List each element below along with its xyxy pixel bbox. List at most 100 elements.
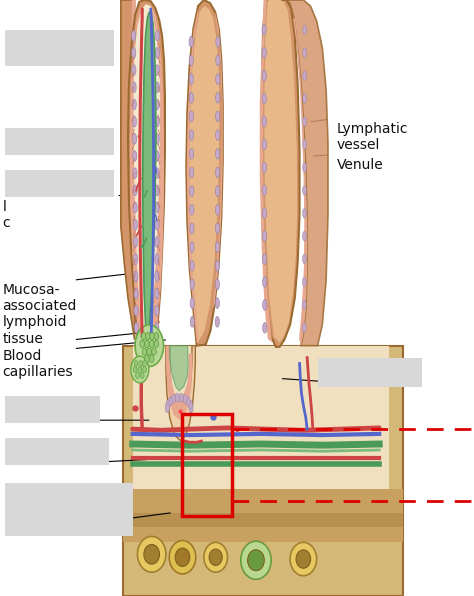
Ellipse shape [190,167,194,178]
Ellipse shape [133,367,137,372]
Ellipse shape [155,168,159,179]
Circle shape [247,550,264,571]
Ellipse shape [142,348,147,355]
Ellipse shape [215,242,219,253]
Ellipse shape [155,185,159,195]
Ellipse shape [134,322,138,333]
Ellipse shape [303,139,307,149]
Ellipse shape [189,404,193,413]
Ellipse shape [189,92,193,103]
Text: Venule: Venule [337,158,383,172]
Ellipse shape [140,340,145,347]
Polygon shape [128,0,165,346]
Polygon shape [123,346,403,596]
Ellipse shape [132,99,137,110]
Ellipse shape [179,393,183,402]
Ellipse shape [215,316,219,327]
Ellipse shape [262,139,266,150]
Ellipse shape [262,116,266,127]
Ellipse shape [190,242,194,253]
Polygon shape [293,18,307,346]
Ellipse shape [262,70,266,81]
Ellipse shape [302,254,306,264]
Ellipse shape [155,151,159,162]
Polygon shape [132,0,142,340]
Ellipse shape [155,254,159,265]
Bar [123,513,403,527]
Ellipse shape [155,134,159,144]
Ellipse shape [132,48,136,58]
Ellipse shape [215,260,219,271]
Circle shape [290,542,317,576]
Ellipse shape [302,209,306,218]
Ellipse shape [155,48,159,58]
Bar [123,527,403,542]
Ellipse shape [155,82,159,92]
Polygon shape [287,0,328,346]
Bar [5,396,100,423]
Polygon shape [121,0,135,340]
Ellipse shape [263,254,267,265]
Ellipse shape [133,237,137,247]
Ellipse shape [303,48,307,57]
Polygon shape [260,0,272,343]
Ellipse shape [190,204,194,215]
Ellipse shape [190,298,194,309]
Ellipse shape [215,279,219,290]
Ellipse shape [136,372,139,378]
Ellipse shape [145,340,149,347]
Ellipse shape [143,367,146,372]
Ellipse shape [262,162,266,173]
Ellipse shape [215,204,219,215]
Ellipse shape [134,271,138,282]
Ellipse shape [263,322,267,333]
Ellipse shape [165,404,170,413]
Ellipse shape [190,316,194,327]
Ellipse shape [303,25,307,35]
Ellipse shape [302,163,306,172]
Bar [5,438,109,465]
Ellipse shape [166,400,170,409]
Ellipse shape [149,340,154,347]
Ellipse shape [262,24,266,35]
Ellipse shape [168,397,172,406]
Bar [318,358,422,387]
Ellipse shape [216,130,220,141]
Ellipse shape [262,93,266,104]
Ellipse shape [134,305,138,316]
Ellipse shape [183,395,187,403]
Ellipse shape [149,355,154,362]
Ellipse shape [155,305,159,316]
Ellipse shape [152,348,156,355]
Polygon shape [131,4,161,341]
Polygon shape [189,6,219,342]
Ellipse shape [186,397,191,406]
Ellipse shape [141,333,146,340]
Ellipse shape [190,148,194,159]
Ellipse shape [147,348,152,355]
Ellipse shape [216,111,220,122]
Ellipse shape [189,111,193,122]
Ellipse shape [302,231,306,241]
Ellipse shape [150,333,155,340]
Ellipse shape [302,323,306,333]
Bar [5,483,133,536]
Ellipse shape [155,219,159,230]
Ellipse shape [216,36,220,47]
Ellipse shape [133,168,137,179]
Ellipse shape [171,395,175,403]
Ellipse shape [132,134,137,144]
Ellipse shape [190,260,194,271]
Ellipse shape [154,340,159,347]
Ellipse shape [216,55,220,66]
Ellipse shape [189,74,193,85]
Circle shape [209,549,222,566]
Ellipse shape [155,288,159,299]
Ellipse shape [132,82,136,92]
Bar [182,414,232,516]
Polygon shape [130,8,144,341]
Circle shape [175,548,190,566]
Circle shape [204,542,228,572]
Ellipse shape [154,333,159,340]
Circle shape [296,550,310,568]
